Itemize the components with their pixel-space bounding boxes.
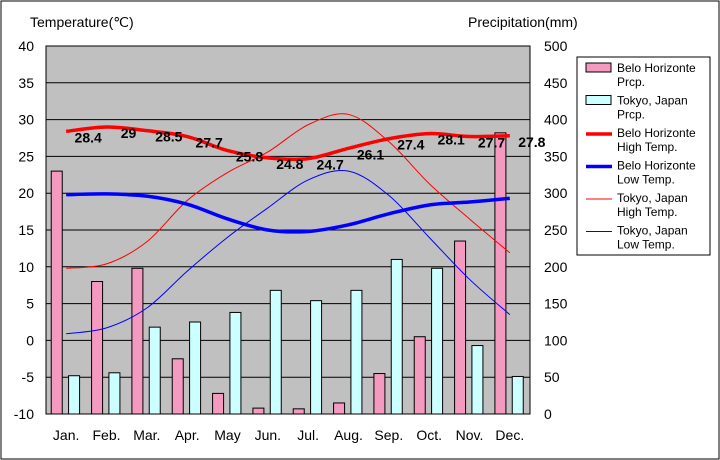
bar-belo-horizonte-prcp bbox=[494, 132, 507, 415]
data-label: 27.7 bbox=[196, 135, 223, 151]
left-tick-label: 20 bbox=[18, 185, 34, 201]
bar-tokyo-prcp bbox=[229, 311, 242, 415]
legend-box bbox=[576, 56, 711, 256]
bar-tokyo-prcp bbox=[350, 289, 363, 415]
right-tick-label: 250 bbox=[544, 222, 568, 238]
left-tick-label: -10 bbox=[14, 406, 34, 422]
legend-label: Tokyo, Japan bbox=[617, 191, 688, 205]
bar-tokyo-prcp bbox=[390, 258, 403, 415]
bar-belo-horizonte-prcp bbox=[131, 267, 144, 415]
bar-tokyo-prcp bbox=[310, 300, 323, 415]
left-tick-label: -5 bbox=[22, 369, 35, 385]
data-label: 24.8 bbox=[276, 156, 303, 172]
bar-tokyo-prcp bbox=[108, 372, 121, 415]
data-label: 28.1 bbox=[438, 132, 465, 148]
bar-tokyo-prcp bbox=[269, 289, 282, 415]
bar-tokyo-prcp bbox=[68, 375, 81, 415]
x-tick-label: Jun. bbox=[255, 427, 281, 443]
legend-label: Prcp. bbox=[617, 75, 645, 89]
legend-label: Low Temp. bbox=[617, 238, 675, 252]
data-label: 28.5 bbox=[155, 129, 182, 145]
data-label: 29 bbox=[121, 125, 137, 141]
data-label: 27.7 bbox=[478, 135, 505, 151]
x-tick-label: Oct. bbox=[416, 427, 442, 443]
bar-belo-horizonte-prcp bbox=[292, 408, 305, 415]
temperature-lines bbox=[65, 113, 511, 335]
legend-label: Low Temp. bbox=[617, 173, 675, 187]
legend-label: High Temp. bbox=[617, 140, 677, 154]
bar-belo-horizonte-prcp bbox=[50, 170, 63, 415]
line-belo-horizonte-high-temp bbox=[65, 125, 510, 162]
bar-tokyo-prcp bbox=[148, 326, 161, 415]
x-tick-label: Jul. bbox=[297, 427, 319, 443]
bar-belo-horizonte-prcp bbox=[171, 358, 184, 415]
legend-swatch bbox=[585, 95, 612, 105]
line-tokyo-japan-low-temp bbox=[66, 170, 511, 335]
x-tick-label: Dec. bbox=[495, 427, 524, 443]
left-tick-label: 30 bbox=[18, 112, 34, 128]
left-axis-title: Temperature(℃) bbox=[30, 14, 134, 30]
bar-tokyo-prcp bbox=[189, 321, 202, 415]
right-tick-label: 450 bbox=[544, 75, 568, 91]
right-tick-label: 0 bbox=[544, 406, 552, 422]
x-tick-label: Apr. bbox=[175, 427, 200, 443]
plot-border bbox=[45, 45, 531, 415]
data-label: 24.7 bbox=[317, 157, 344, 173]
bar-tokyo-prcp bbox=[471, 345, 484, 415]
legend-label: Belo Horizonte bbox=[617, 159, 696, 173]
bar-belo-horizonte-prcp bbox=[252, 407, 265, 415]
bar-tokyo-prcp bbox=[431, 267, 444, 415]
x-tick-label: Sep. bbox=[374, 427, 403, 443]
bar-belo-horizonte-prcp bbox=[333, 402, 346, 415]
right-axis-title: Precipitation(mm) bbox=[468, 14, 578, 30]
legend-swatch bbox=[585, 62, 612, 73]
left-tick-label: 35 bbox=[18, 75, 34, 91]
left-tick-label: 0 bbox=[26, 332, 34, 348]
right-tick-label: 100 bbox=[544, 332, 568, 348]
left-tick-label: 15 bbox=[18, 222, 34, 238]
right-tick-label: 150 bbox=[544, 296, 568, 312]
bar-belo-horizonte-prcp bbox=[91, 281, 104, 415]
bar-belo-horizonte-prcp bbox=[413, 336, 426, 415]
x-tick-label: Nov. bbox=[456, 427, 484, 443]
legend-label: Tokyo, Japan bbox=[617, 94, 688, 108]
bar-belo-horizonte-prcp bbox=[212, 392, 225, 415]
legend-label: Prcp. bbox=[617, 108, 645, 122]
x-tick-label: Feb. bbox=[92, 427, 120, 443]
data-labels: 28.4 29 28.5 27.7 25.8 24.8 24.7 26.1 27.4 28.1 27… bbox=[75, 125, 546, 173]
data-label: 27.8 bbox=[518, 134, 545, 150]
right-tick-label: 50 bbox=[544, 369, 560, 385]
data-label: 27.4 bbox=[397, 137, 424, 153]
line-tokyo-japan-high-temp bbox=[66, 113, 511, 269]
right-tick-label: 350 bbox=[544, 148, 568, 164]
data-label: 26.1 bbox=[357, 146, 384, 162]
left-tick-label: 40 bbox=[18, 38, 34, 54]
x-tick-label: Mar. bbox=[133, 427, 160, 443]
line-belo-horizonte-low-temp bbox=[66, 192, 510, 234]
data-label: 25.8 bbox=[236, 149, 263, 165]
right-tick-label: 200 bbox=[544, 259, 568, 275]
x-tick-label: Aug. bbox=[334, 427, 363, 443]
bar-tokyo-prcp bbox=[511, 375, 524, 415]
right-tick-label: 400 bbox=[544, 112, 568, 128]
legend-label: Tokyo, Japan bbox=[617, 224, 688, 238]
legend-label: High Temp. bbox=[617, 205, 677, 219]
bar-belo-horizonte-prcp bbox=[373, 373, 386, 415]
legend-label: Belo Horizonte bbox=[617, 126, 696, 140]
bar-belo-horizonte-prcp bbox=[454, 240, 467, 415]
right-tick-label: 500 bbox=[544, 38, 568, 54]
x-tick-label: May bbox=[214, 427, 240, 443]
left-tick-label: 25 bbox=[18, 148, 34, 164]
x-tick-label: Jan. bbox=[53, 427, 79, 443]
right-tick-label: 300 bbox=[544, 185, 568, 201]
left-tick-label: 5 bbox=[26, 296, 34, 312]
legend-label: Belo Horizonte bbox=[617, 61, 696, 75]
data-label: 28.4 bbox=[75, 129, 102, 145]
left-tick-label: 10 bbox=[18, 259, 34, 275]
